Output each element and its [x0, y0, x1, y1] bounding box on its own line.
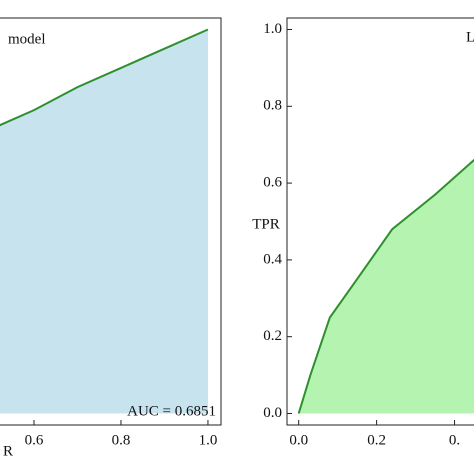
- y-tick-label: 0.8: [263, 98, 282, 114]
- y-tick-label: 0.6: [263, 175, 282, 191]
- legend-label: L: [466, 29, 474, 45]
- legend-label: model: [8, 31, 46, 47]
- y-tick-label: 0.2: [263, 328, 282, 344]
- x-axis-label: R: [3, 443, 13, 459]
- roc-curve: [0, 28, 209, 127]
- y-tick-label: 0.4: [263, 251, 282, 267]
- y-axis-label: TPR: [252, 216, 280, 232]
- roc-curve: [297, 158, 474, 414]
- x-tick-label: 0.6: [25, 432, 44, 448]
- y-tick-label: 0.0: [263, 405, 282, 421]
- plot-frame: [286, 17, 474, 426]
- x-tick-label: 0.2: [367, 432, 386, 448]
- x-tick-label: 0.: [449, 432, 460, 448]
- y-tick-label: 1.0: [263, 21, 282, 37]
- x-tick-label: 0.8: [112, 432, 131, 448]
- roc-area: [0, 29, 208, 414]
- plot-frame: [0, 17, 222, 426]
- auc-annotation: AUC = 0.6851: [127, 403, 216, 419]
- roc-area: [298, 160, 474, 414]
- x-tick-label: 0.0: [289, 432, 308, 448]
- x-tick-label: 1.0: [199, 432, 218, 448]
